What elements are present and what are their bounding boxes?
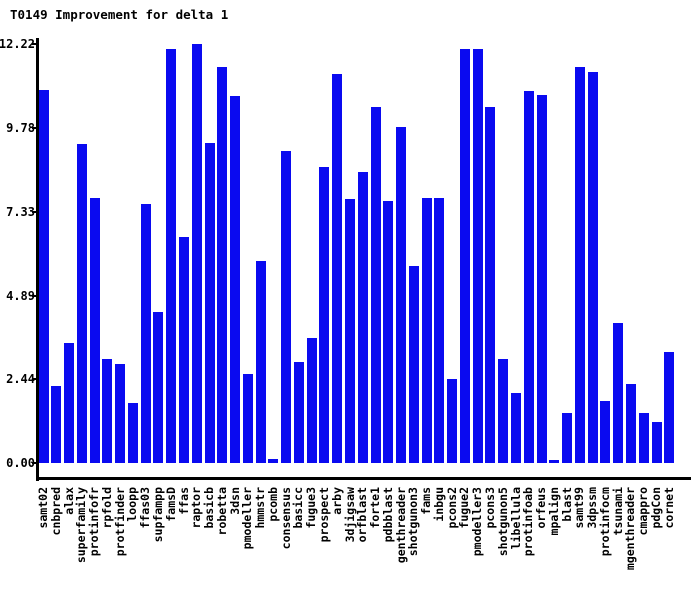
x-tick-label-inbgu: inbgu [431, 487, 446, 522]
bar-pmodeller [242, 373, 253, 463]
bar-ffas [179, 236, 189, 463]
bar-3djigsaw [345, 199, 355, 463]
bar-mgenthreader [625, 384, 636, 463]
x-axis-line [36, 477, 691, 480]
bar-orfeus [536, 94, 547, 463]
bar-fugue3 [306, 338, 317, 463]
bar-basicb [204, 142, 215, 463]
bar-basicc [293, 361, 304, 463]
y-axis-line [36, 38, 39, 481]
bar-protinfofr [89, 197, 100, 463]
bar-pdbblast [383, 200, 394, 463]
bar-blast [562, 413, 573, 463]
bar-tsunami [613, 322, 624, 463]
bar-samt02 [38, 89, 49, 463]
bar-robetta [217, 67, 228, 463]
y-tick-label-9.78: 9.78 [6, 120, 35, 135]
bar-fams [421, 197, 432, 463]
bar-pdgCon [651, 421, 662, 463]
y-tick-mark [32, 378, 37, 381]
bar-3dsn [230, 96, 240, 463]
chart-title: T0149 Improvement for delta 1 [10, 7, 229, 22]
x-tick-label-famsD: famsD [163, 487, 178, 522]
bar-alax [64, 343, 74, 463]
x-tick-label-cnbpred: cnbpred [48, 487, 63, 536]
bar-hmmstr [255, 260, 266, 463]
bar-loopp [127, 403, 138, 463]
x-tick-label-pcomb: pcomb [265, 487, 280, 522]
y-tick-mark [32, 462, 37, 464]
y-tick-label-4.89: 4.89 [6, 288, 35, 303]
x-tick-label-pcons3: pcons3 [482, 487, 497, 529]
bar-rpfold [102, 358, 113, 463]
bar-shotgunon5 [498, 358, 509, 463]
x-tick-label-arby: arby [329, 487, 344, 515]
bar-shotgunon3 [408, 266, 419, 463]
bar-cmappro [638, 413, 649, 463]
x-tick-label-rpfold: rpfold [99, 487, 114, 529]
y-tick-label-0.00: 0.00 [6, 456, 35, 470]
bar-protfinder [115, 363, 126, 463]
y-tick-mark [32, 126, 37, 129]
bar-arby [332, 74, 343, 463]
y-tick-mark [32, 294, 37, 297]
x-tick-label-mpalign: mpalign [546, 487, 561, 536]
bar-supfampp [153, 312, 164, 463]
bar-pmodeller3 [472, 48, 483, 463]
bar-consensus [281, 151, 292, 463]
x-tick-label-supfampp: supfampp [150, 487, 165, 543]
x-tick-label-robetta: robetta [214, 487, 229, 536]
bar-libellula [511, 392, 521, 463]
bar-ffas03 [140, 204, 151, 463]
bar-pcomb [268, 458, 279, 463]
bar-pcons2 [447, 379, 458, 463]
bar-famsD [166, 48, 177, 463]
bar-cnbpred [51, 385, 62, 463]
y-tick-mark [32, 43, 37, 46]
x-tick-label-cornet: cornet [661, 487, 676, 529]
bar-forte1 [370, 106, 381, 463]
bar-raptor [191, 44, 202, 463]
y-tick-label-7.33: 7.33 [6, 204, 35, 219]
x-tick-label-protinfocm: protinfocm [597, 487, 612, 557]
x-tick-label-shotgunon5: shotgunon5 [495, 487, 510, 557]
bar-mpalign [549, 460, 560, 463]
bar-protinfocm [600, 401, 611, 463]
y-tick-mark [32, 210, 37, 213]
bar-genthreader [396, 127, 407, 463]
bar-inbgu [434, 197, 445, 463]
y-tick-label-2.44: 2.44 [6, 372, 35, 387]
y-tick-label-12.22: 12.22 [0, 37, 35, 52]
bar-fugue2 [459, 48, 470, 463]
bar-superfamily [76, 144, 87, 463]
x-tick-label-pdbblast: pdbblast [380, 487, 395, 543]
bar-protinfoab [523, 91, 534, 463]
bar-orfblast [357, 171, 368, 463]
x-tick-label-prospect: prospect [316, 487, 331, 543]
bar-cornet [664, 351, 675, 463]
bar-samt99 [574, 67, 585, 463]
bar-prospect [319, 166, 330, 463]
bar-pcons3 [485, 106, 496, 463]
bar-3dpssm [587, 72, 598, 463]
